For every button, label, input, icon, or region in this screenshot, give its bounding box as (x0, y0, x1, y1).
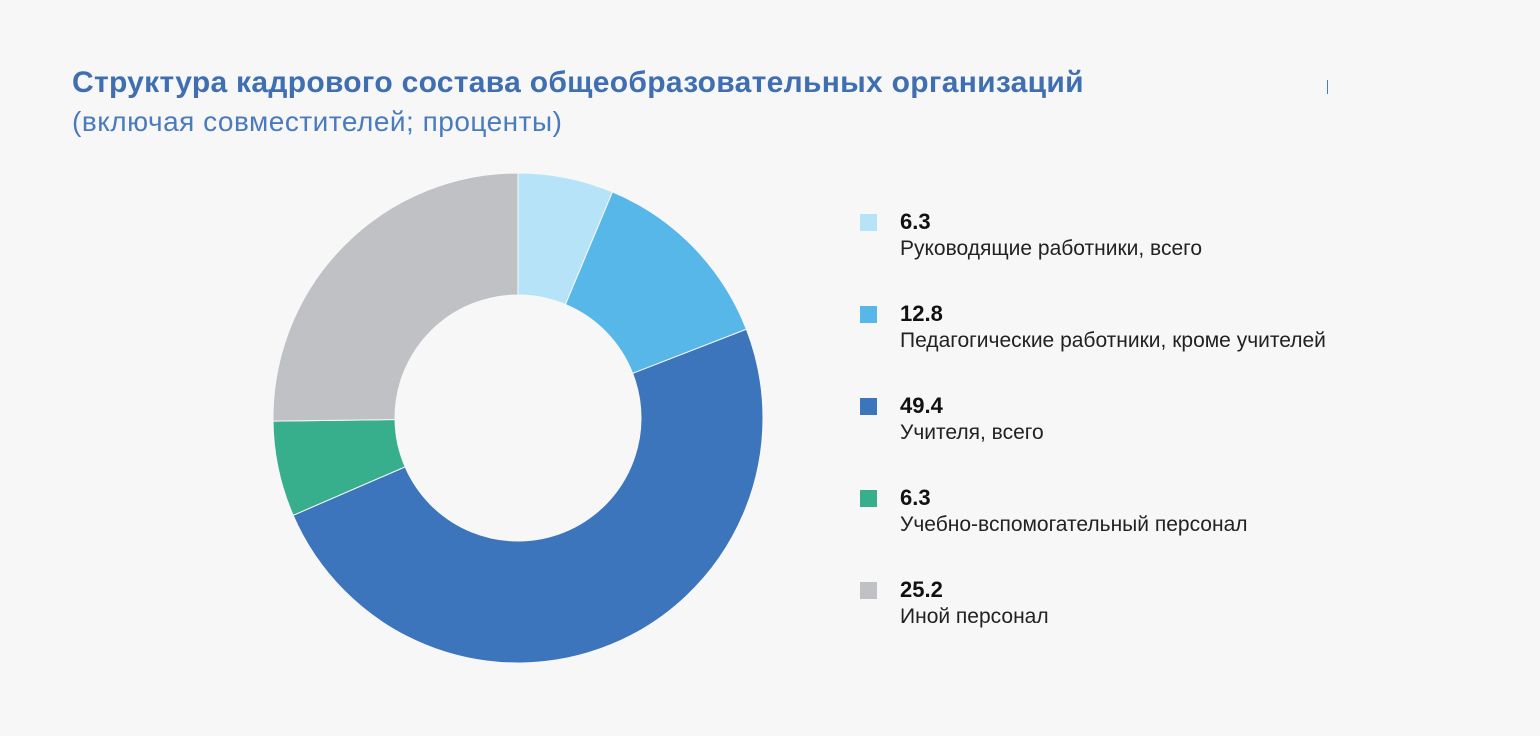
legend-swatch (860, 582, 877, 599)
legend-value: 12.8 (900, 301, 943, 326)
chart-legend: 6.3 Руководящие работники, всего 12.8 Пе… (860, 208, 1326, 668)
legend-label: Педагогические работники, кроме учителей (900, 329, 1326, 352)
legend-item: 6.3 Учебно-вспомогательный персонал (860, 484, 1326, 576)
legend-value: 49.4 (900, 393, 943, 418)
legend-value: 25.2 (900, 577, 943, 602)
legend-swatch (860, 306, 877, 323)
chart-subtitle: (включая совместителей; проценты) (72, 106, 563, 137)
donut-slice-2 (292, 328, 764, 664)
chart-title: Структура кадрового состава общеобразова… (72, 66, 1084, 99)
legend-swatch (860, 398, 877, 415)
donut-slice-4 (272, 172, 519, 422)
legend-label: Руководящие работники, всего (900, 237, 1203, 260)
legend-item: 6.3 Руководящие работники, всего (860, 208, 1326, 300)
legend-label: Учителя, всего (900, 421, 1044, 444)
legend-label: Иной персонал (900, 605, 1049, 628)
legend-item: 12.8 Педагогические работники, кроме учи… (860, 300, 1326, 392)
legend-item: 25.2 Иной персонал (860, 576, 1326, 668)
legend-swatch (860, 214, 877, 231)
legend-value: 6.3 (900, 209, 931, 234)
legend-value: 6.3 (900, 485, 931, 510)
donut-slice-1 (564, 191, 748, 375)
legend-label: Учебно-вспомогательный персонал (900, 513, 1248, 536)
header-divider (1327, 80, 1328, 94)
legend-item: 49.4 Учителя, всего (860, 392, 1326, 484)
legend-swatch (860, 490, 877, 507)
